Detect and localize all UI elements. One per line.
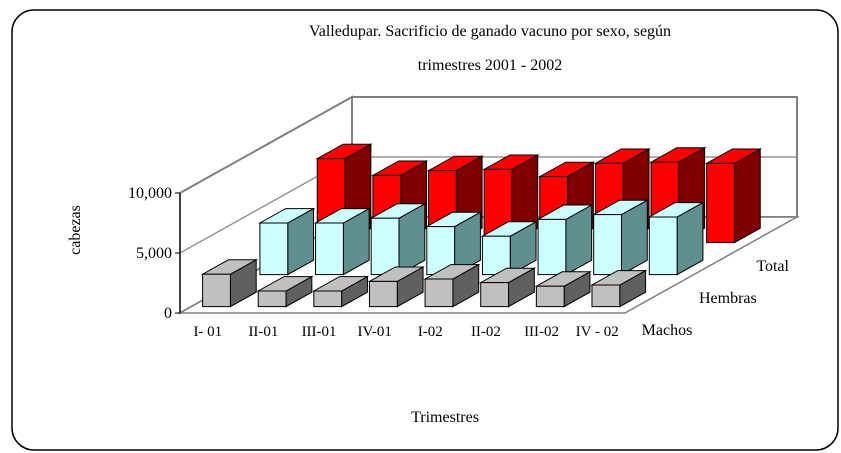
bar-front [424, 278, 454, 308]
bar [367, 266, 426, 308]
x-tick-label: I- 01 [193, 324, 223, 340]
bar [536, 204, 594, 276]
bar-side [733, 148, 761, 244]
x-tick-label: IV - 02 [575, 324, 619, 340]
y-tick-label: 10,000 [128, 185, 172, 202]
bar-front [480, 282, 510, 308]
y-tick-label: 5,000 [136, 245, 172, 262]
bar-front [648, 216, 678, 276]
bar [369, 202, 427, 276]
x-tick-label: I-02 [417, 324, 443, 340]
bar-front [537, 218, 567, 276]
x-tick-label: II-01 [248, 324, 279, 340]
bar [478, 267, 537, 308]
bar-front [535, 285, 565, 308]
bar [590, 269, 648, 308]
bar-front [591, 284, 621, 308]
x-tick-label: III-02 [524, 324, 560, 340]
grid-line [179, 96, 797, 194]
legend-label: Hembras [699, 290, 757, 307]
x-tick-label: III-01 [301, 324, 337, 340]
legend-label: Total [756, 258, 789, 275]
bar [704, 148, 763, 244]
bar [313, 207, 372, 276]
y-axis-title: cabezas [67, 205, 84, 255]
bar-front [593, 214, 622, 276]
bar [258, 207, 316, 276]
bar-front [315, 222, 344, 276]
bar-front [257, 290, 287, 308]
bar-front [202, 273, 231, 308]
bar-front [368, 280, 398, 308]
x-tick-label: II-02 [470, 324, 501, 340]
bar [591, 199, 650, 276]
bar [424, 211, 483, 276]
y-tick-label: 0 [164, 305, 172, 322]
bar [647, 201, 705, 276]
bar [480, 220, 538, 276]
bar-front [313, 290, 343, 308]
x-tick-label: IV-01 [357, 324, 392, 340]
bar-front [706, 162, 735, 244]
x-axis-title: Trimestres [411, 409, 479, 426]
bar [423, 263, 481, 308]
bar [534, 270, 592, 308]
chart-title: Valledupar. Sacrificio de ganado vacuno … [309, 23, 671, 74]
bar [200, 258, 259, 308]
legend-label: Machos [642, 322, 693, 339]
bar [311, 275, 370, 308]
bar-front [259, 222, 289, 276]
bar-front [370, 217, 400, 276]
bar [256, 275, 314, 308]
